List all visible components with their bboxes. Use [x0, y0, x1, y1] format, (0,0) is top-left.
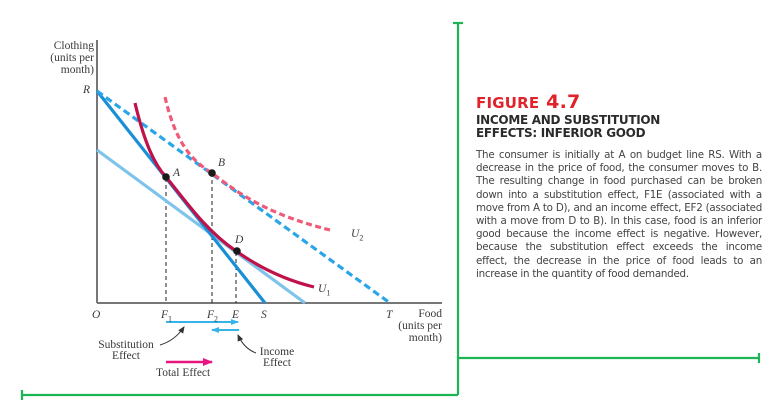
point-a: [162, 173, 170, 181]
x-label-line: month): [408, 332, 442, 344]
substitution-pointer: [159, 326, 185, 346]
budget-line-rt: [96, 89, 391, 305]
inc-effect-line: Income: [259, 346, 295, 358]
figure-prefix-text: Figure: [476, 94, 540, 112]
label-origin: O: [92, 309, 101, 321]
label-r: R: [83, 84, 91, 96]
label-u1: U1: [318, 283, 330, 299]
figure-caption-block: Figure 4.7 INCOME AND SUBSTITUTION EFFEC…: [476, 92, 762, 281]
total-effect-label: Total Effect: [156, 367, 211, 379]
label-f2: F2: [207, 309, 218, 325]
sub-effect-line: Substitution: [98, 339, 154, 351]
point-b: [208, 169, 216, 177]
x-label-line: Food: [418, 308, 442, 320]
label-e: E: [232, 309, 240, 321]
substitution-effect-label: Substitution Effect: [88, 339, 164, 362]
indifference-curve-u1: [133, 102, 315, 289]
f1-text: F: [161, 309, 169, 321]
u1-sub: 1: [326, 288, 331, 298]
inc-effect-line: Effect: [263, 357, 291, 369]
income-pointer: [237, 334, 257, 354]
y-label-line: (units per: [50, 52, 94, 64]
axes: [96, 40, 442, 304]
income-effect-label: Income Effect: [254, 346, 300, 369]
label-t: T: [386, 309, 393, 321]
figure-title-line: INCOME AND SUBSTITUTION: [476, 113, 661, 127]
f1-sub: 1: [168, 314, 173, 324]
label-d: D: [235, 234, 244, 246]
figure-prefix: Figure: [476, 94, 539, 112]
frame-lines: [20, 21, 761, 400]
y-label-line: Clothing: [53, 40, 94, 52]
label-a: A: [173, 167, 181, 179]
u1-text: U: [318, 283, 327, 295]
figure-number-value: 4.7: [546, 91, 581, 113]
sub-effect-line: Effect: [112, 350, 140, 362]
label-s: S: [261, 309, 267, 321]
figure-number: Figure 4.7: [476, 92, 762, 113]
figure-title-line: EFFECTS: INFERIOR GOOD: [476, 126, 646, 140]
u2-text: U: [351, 228, 360, 240]
label-u2: U2: [351, 228, 363, 244]
label-b: B: [218, 157, 226, 169]
f2-sub: 2: [214, 314, 219, 324]
budget-line-parallel: [96, 148, 306, 305]
f2-text: F: [207, 309, 215, 321]
point-d: [233, 247, 241, 255]
figure-title: INCOME AND SUBSTITUTION EFFECTS: INFERIO…: [476, 114, 762, 140]
x-label-line: (units per: [398, 320, 442, 332]
label-f1: F1: [161, 309, 172, 325]
y-axis-label: Clothing (units per month): [30, 40, 94, 76]
x-axis-label: Food (units per month): [384, 308, 442, 344]
y-label-line: month): [60, 64, 94, 76]
figure-caption-text: The consumer is initially at A on budget…: [476, 149, 762, 280]
u2-sub: 2: [359, 233, 364, 243]
